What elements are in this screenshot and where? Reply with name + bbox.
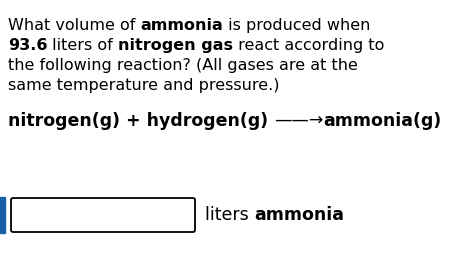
FancyBboxPatch shape <box>11 198 195 232</box>
Text: nitrogen(g) + hydrogen(g): nitrogen(g) + hydrogen(g) <box>8 112 274 130</box>
Text: same temperature and pressure.): same temperature and pressure.) <box>8 78 280 93</box>
Text: react according to: react according to <box>233 38 385 53</box>
Text: ammonia: ammonia <box>254 206 344 224</box>
Text: liters: liters <box>205 206 254 224</box>
Bar <box>0 197 5 233</box>
Text: the following reaction? (All gases are at the: the following reaction? (All gases are a… <box>8 58 358 73</box>
Text: ——→: ——→ <box>274 112 323 130</box>
Text: What volume of: What volume of <box>8 18 140 33</box>
Text: 93.6: 93.6 <box>8 38 47 53</box>
Text: ammonia(g): ammonia(g) <box>323 112 442 130</box>
Text: liters of: liters of <box>47 38 118 53</box>
Text: ammonia: ammonia <box>140 18 223 33</box>
Text: nitrogen gas: nitrogen gas <box>118 38 233 53</box>
Text: is produced when: is produced when <box>223 18 371 33</box>
